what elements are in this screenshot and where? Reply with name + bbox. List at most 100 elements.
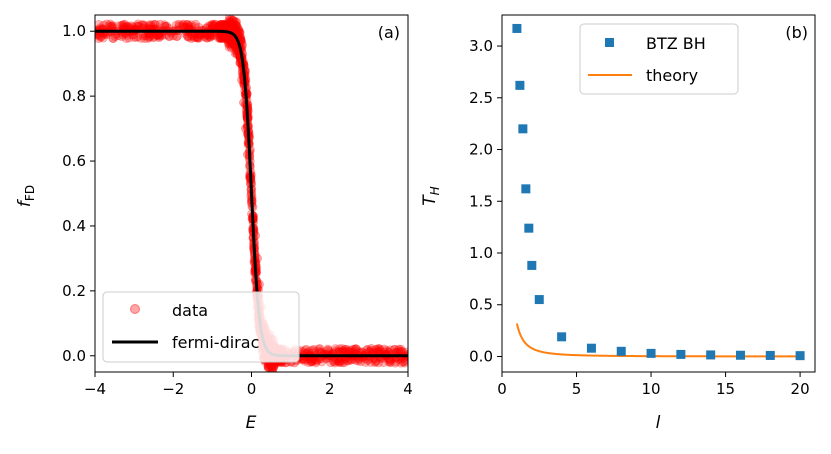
- data-point: [333, 356, 343, 366]
- btz-bh-point: [646, 348, 656, 358]
- data-point: [148, 20, 158, 30]
- data-point: [311, 358, 321, 368]
- data-point: [317, 357, 327, 367]
- panel-a-axis-ticks: −4 −2 0 2 4 0.0 0.2 0.4 0.6 0.8 1.0: [62, 22, 413, 398]
- data-point: [340, 344, 350, 354]
- y-tick-label: 0.8: [62, 87, 86, 105]
- data-point: [231, 21, 241, 31]
- data-point: [335, 357, 345, 367]
- data-point: [139, 20, 149, 30]
- data-point: [215, 33, 225, 43]
- btz-bh-point: [557, 332, 567, 342]
- data-point: [385, 345, 395, 355]
- y-tick-label: 1.5: [469, 192, 493, 210]
- data-point: [379, 357, 389, 367]
- data-point: [178, 19, 188, 29]
- data-point: [174, 19, 184, 29]
- data-point: [363, 344, 373, 354]
- svg-text:fFD: fFD: [15, 185, 37, 207]
- panel-a-x-axis-label: E: [246, 413, 257, 433]
- panel-a-y-label-main: f: [15, 198, 35, 207]
- data-point: [149, 33, 159, 43]
- data-point: [227, 38, 237, 48]
- data-point: [230, 48, 240, 58]
- data-point: [202, 33, 212, 43]
- data-point: [96, 32, 106, 42]
- data-point: [124, 33, 134, 43]
- data-point: [217, 33, 227, 43]
- data-point: [95, 34, 104, 43]
- data-point: [217, 20, 227, 30]
- data-point: [374, 344, 384, 354]
- data-point: [102, 19, 112, 29]
- y-tick-label: 1.0: [62, 22, 86, 40]
- data-point: [224, 20, 234, 30]
- data-point: [224, 35, 234, 45]
- y-tick-label: 2.5: [469, 89, 493, 107]
- data-point: [131, 32, 141, 42]
- panel-a-label: (a): [378, 23, 400, 42]
- data-point: [341, 344, 351, 354]
- data-point: [224, 34, 234, 44]
- data-point: [210, 19, 220, 29]
- data-point: [263, 363, 273, 372]
- data-point: [366, 357, 376, 367]
- data-point: [334, 357, 344, 367]
- data-point: [108, 33, 118, 43]
- data-point: [219, 19, 229, 29]
- data-point: [222, 20, 232, 30]
- data-point: [384, 357, 394, 367]
- data-point: [215, 33, 225, 43]
- data-point: [219, 20, 229, 30]
- panel-a-frame: [94, 14, 409, 373]
- data-point: [267, 365, 277, 372]
- data-point: [117, 20, 127, 30]
- panel-b-y-label-sub: H: [428, 186, 442, 195]
- data-point: [207, 20, 217, 30]
- data-point: [234, 25, 244, 35]
- data-point: [227, 36, 237, 46]
- data-point: [182, 19, 192, 29]
- data-point: [398, 357, 408, 367]
- data-point: [216, 33, 226, 43]
- data-point: [136, 20, 146, 30]
- data-point: [105, 19, 115, 29]
- data-point: [202, 33, 212, 43]
- panel-a-legend-box: [102, 291, 300, 363]
- data-point: [400, 357, 408, 367]
- data-point: [184, 32, 194, 42]
- data-point: [224, 42, 234, 52]
- legend-label-fermi-dirac: fermi-dirac: [172, 333, 259, 352]
- y-tick-label: 0.5: [469, 296, 493, 314]
- data-point: [234, 26, 244, 36]
- btz-bh-point: [765, 350, 775, 360]
- data-point: [326, 358, 336, 368]
- x-tick-label: 20: [791, 380, 810, 398]
- data-point: [337, 344, 347, 354]
- data-point: [229, 16, 239, 26]
- data-point: [182, 20, 192, 30]
- data-point: [222, 21, 232, 31]
- data-point: [219, 33, 229, 43]
- data-point: [214, 33, 224, 43]
- data-point: [223, 19, 233, 29]
- data-point: [379, 344, 389, 354]
- data-point: [330, 358, 340, 368]
- data-point: [129, 32, 139, 42]
- panel-b-x-axis-label: l: [656, 413, 661, 433]
- data-point: [186, 20, 196, 30]
- data-point: [228, 21, 238, 31]
- y-tick-label: 0.0: [469, 347, 493, 365]
- data-point: [220, 20, 230, 30]
- panel-a-y-label-sub: FD: [23, 185, 37, 201]
- data-point: [334, 344, 344, 354]
- data-point: [138, 20, 148, 30]
- btz-bh-point: [524, 223, 534, 233]
- data-point: [120, 19, 130, 29]
- data-point: [314, 344, 324, 354]
- data-point: [306, 357, 316, 367]
- data-point: [226, 36, 236, 46]
- data-point: [95, 20, 104, 30]
- btz-bh-point: [515, 80, 525, 90]
- data-point: [191, 19, 201, 29]
